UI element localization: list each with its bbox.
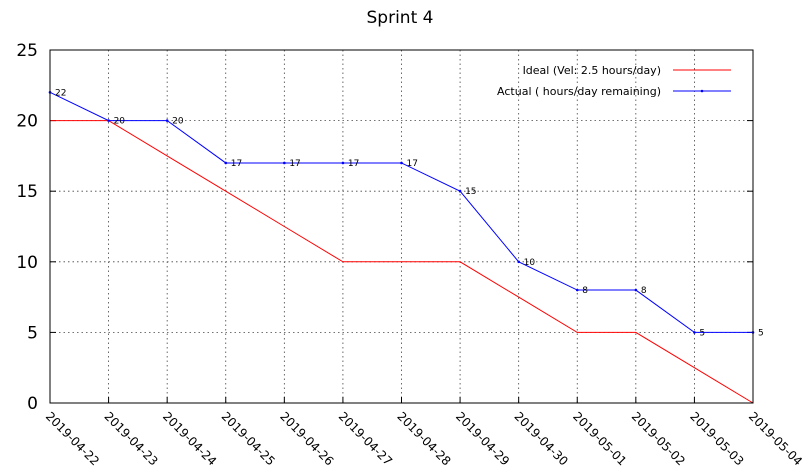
x-tick-label: 2019-04-30: [512, 409, 571, 468]
data-label: 17: [407, 159, 418, 169]
data-label: 17: [231, 159, 242, 169]
data-point: [575, 288, 579, 292]
x-tick-label: 2019-04-22: [43, 409, 102, 468]
x-tick-label: 2019-04-27: [336, 409, 395, 468]
data-label: 5: [758, 328, 764, 338]
legend-label: Actual ( hours/day remaining): [497, 85, 661, 98]
y-tick-label: 10: [16, 253, 38, 273]
x-tick-label: 2019-04-25: [219, 409, 278, 468]
x-tick-label: 2019-04-28: [394, 409, 453, 468]
data-label: 5: [699, 328, 705, 338]
data-point: [224, 161, 228, 165]
data-label: 22: [55, 88, 66, 98]
data-label: 10: [524, 258, 536, 268]
data-label: 20: [172, 117, 184, 127]
series-0: [50, 120, 754, 404]
data-point: [165, 119, 169, 122]
data-point: [341, 161, 345, 165]
data-point: [283, 161, 286, 165]
data-label: 20: [114, 117, 126, 127]
plot-frame: [49, 49, 754, 404]
legend-point: [700, 89, 704, 93]
x-tick-label: 2019-04-29: [453, 409, 512, 468]
y-tick-label: 20: [16, 112, 38, 132]
x-tick-label: 2019-04-24: [160, 409, 219, 468]
data-label: 17: [289, 159, 300, 169]
x-tick-label: 2019-05-02: [629, 409, 688, 468]
y-tick-label: 0: [27, 394, 38, 414]
data-label: 8: [582, 286, 588, 296]
x-tick-label: 2019-05-04: [746, 409, 805, 468]
y-tick-label: 15: [16, 182, 38, 202]
chart-title: Sprint 4: [367, 8, 434, 28]
grid-lines: [50, 50, 753, 403]
x-tick-label: 2019-04-26: [277, 409, 336, 468]
data-point: [693, 331, 696, 334]
data-point: [634, 288, 638, 292]
x-axis: 2019-04-22 2019-04-23 2019-04-24 2019-04-25…: [43, 397, 805, 468]
legend-label: Ideal (Vel: 2.5 hours/day): [523, 64, 661, 77]
x-tick-label: 2019-05-03: [687, 409, 746, 468]
x-tick-label: 2019-05-01: [570, 409, 629, 468]
x-tick-label: 2019-04-23: [101, 409, 160, 468]
data-point: [107, 119, 110, 122]
y-tick-label: 25: [16, 41, 38, 61]
series-line: [50, 120, 754, 404]
data-label: 17: [348, 159, 359, 169]
data-point: [400, 161, 403, 165]
series-layer: 22 20 20 17 17 17 17 15 10 8 8 5 5: [48, 88, 764, 404]
data-label: 8: [641, 286, 647, 296]
legend: Ideal (Vel: 2.5 hours/day) Actual ( hours…: [497, 64, 731, 98]
data-label: 15: [465, 187, 476, 197]
series-1: 22 20 20 17 17 17 17 15 10 8 8 5 5: [48, 88, 764, 338]
y-tick-label: 5: [27, 323, 38, 343]
data-point: [517, 260, 520, 264]
data-point: [458, 189, 462, 193]
